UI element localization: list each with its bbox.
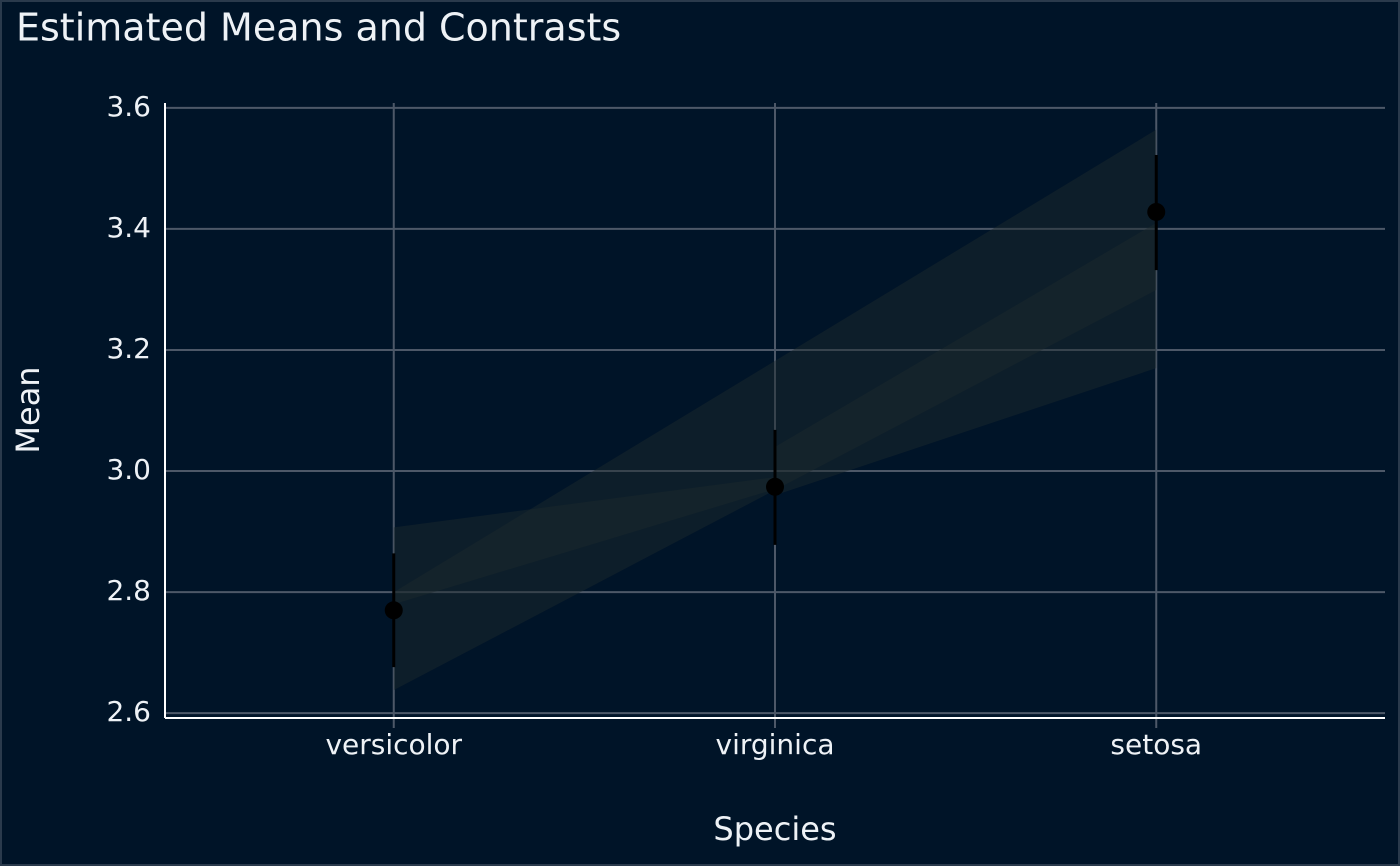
x-tick-label: versicolor <box>325 728 462 761</box>
y-tick-label: 3.6 <box>106 90 151 123</box>
y-axis-title: Mean <box>9 366 47 453</box>
x-tick-label: setosa <box>1110 728 1202 761</box>
x-axis-title: Species <box>713 810 836 848</box>
y-tick-label: 2.6 <box>106 695 151 728</box>
y-tick-label: 3.0 <box>106 453 151 486</box>
y-tick-label: 2.8 <box>106 574 151 607</box>
mean-point <box>766 477 784 496</box>
contrast-ribbon <box>393 477 775 605</box>
y-tick-label: 3.4 <box>106 211 151 244</box>
mean-point <box>384 601 403 620</box>
y-tick-label: 3.2 <box>106 332 151 365</box>
mean-point <box>1147 202 1166 221</box>
chart-title: Estimated Means and Contrasts <box>16 6 621 50</box>
contrast-ribbon <box>393 129 1157 691</box>
contrast-ribbon <box>775 222 1157 496</box>
x-tick-label: virginica <box>716 728 835 761</box>
